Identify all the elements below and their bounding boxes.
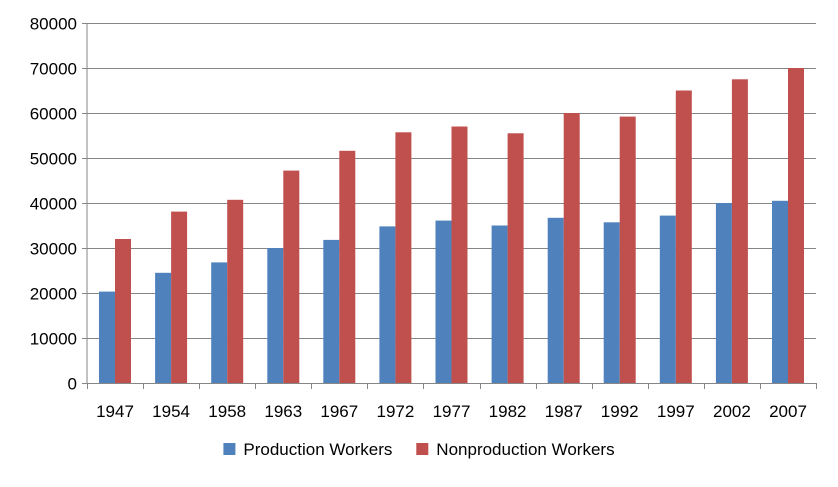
bar-nonproduction-1954 xyxy=(171,211,188,383)
bar-nonproduction-1947 xyxy=(115,239,131,383)
bar-nonproduction-1992 xyxy=(619,116,636,383)
y-tick-label: 30000 xyxy=(30,240,77,259)
bar-nonproduction-2002 xyxy=(731,79,748,384)
bar-production-1977 xyxy=(435,220,452,383)
x-tick-label: 1958 xyxy=(208,402,246,421)
bar-nonproduction-1972 xyxy=(395,132,412,383)
x-tick-label: 1963 xyxy=(264,402,302,421)
bar-production-2007 xyxy=(772,200,788,384)
x-tick-label: 1972 xyxy=(376,402,414,421)
y-axis: 0 10000 20000 30000 40000 50000 60000 70000 8000… xyxy=(30,15,88,394)
x-tick-label: 2002 xyxy=(713,402,751,421)
y-tick-label: 0 xyxy=(68,375,77,394)
x-tick-label: 2007 xyxy=(769,402,807,421)
x-tick-label: 1954 xyxy=(152,402,190,421)
bar-production-1972 xyxy=(379,226,396,383)
x-tick-label: 1947 xyxy=(96,402,134,421)
bar-production-1947 xyxy=(99,291,115,383)
legend-swatch-nonproduction xyxy=(416,443,429,455)
y-tick-label: 10000 xyxy=(30,330,77,349)
x-axis xyxy=(87,383,817,389)
legend-label: Nonproduction Workers xyxy=(436,440,614,459)
bar-nonproduction-1963 xyxy=(283,170,300,383)
x-tick-label: 1987 xyxy=(545,402,583,421)
bar-production-1958 xyxy=(211,262,228,383)
bar-production-2002 xyxy=(715,203,732,383)
y-tick-label: 40000 xyxy=(30,195,77,214)
bar-nonproduction-1967 xyxy=(339,150,356,383)
legend-swatch-production xyxy=(223,443,236,455)
x-tick-label: 1977 xyxy=(433,402,471,421)
bars xyxy=(99,68,804,384)
x-tick-label: 1997 xyxy=(657,402,695,421)
bar-nonproduction-1987 xyxy=(563,113,580,383)
bar-nonproduction-2007 xyxy=(788,68,804,383)
bar-production-1987 xyxy=(547,217,564,383)
x-tick-label: 1967 xyxy=(320,402,358,421)
y-tick-label: 20000 xyxy=(30,285,77,304)
bar-production-1963 xyxy=(267,248,284,383)
bar-nonproduction-1958 xyxy=(227,199,244,383)
bar-production-1982 xyxy=(491,225,508,383)
y-tick-label: 80000 xyxy=(30,15,77,34)
bar-production-1967 xyxy=(323,239,340,383)
bar-nonproduction-1997 xyxy=(675,90,692,383)
bar-production-1997 xyxy=(659,215,676,383)
bar-nonproduction-1982 xyxy=(507,133,524,384)
y-tick-label: 70000 xyxy=(30,60,77,79)
x-tick-label: 1992 xyxy=(601,402,639,421)
x-tick-labels: 1947 1954 1958 1963 1967 1972 1977 1982 1987 1992… xyxy=(96,402,807,421)
bar-production-1992 xyxy=(603,222,620,383)
y-tick-label: 50000 xyxy=(30,150,77,169)
bar-nonproduction-1977 xyxy=(451,126,468,383)
legend-label: Production Workers xyxy=(243,440,392,459)
bar-production-1954 xyxy=(155,272,172,384)
legend: Production Workers Nonproduction Workers xyxy=(223,440,615,459)
x-tick-label: 1982 xyxy=(489,402,527,421)
y-tick-label: 60000 xyxy=(30,105,77,124)
